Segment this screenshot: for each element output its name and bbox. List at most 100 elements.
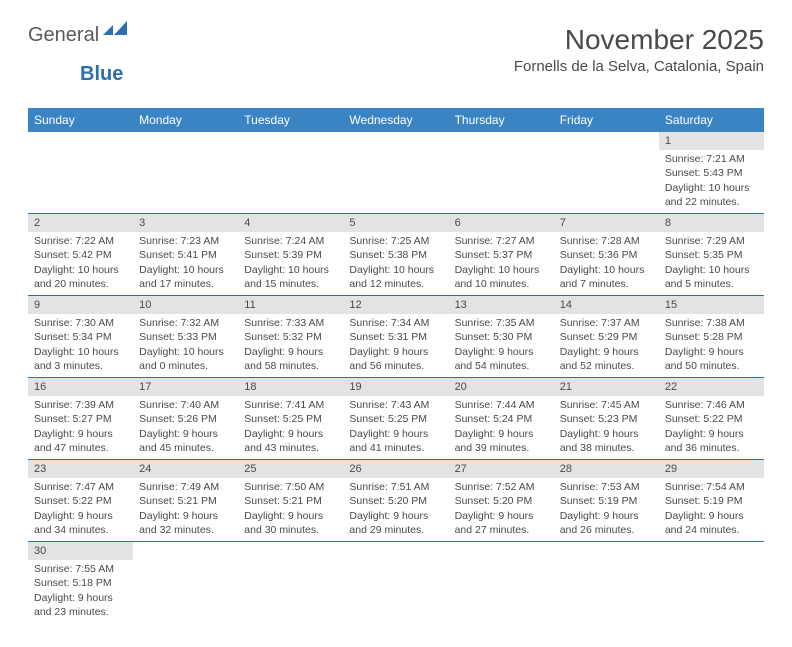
daylight-text: Daylight: 9 hours and 39 minutes. xyxy=(455,427,548,455)
calendar-day-empty xyxy=(449,541,554,622)
day-number: 12 xyxy=(343,296,448,314)
calendar-day: 1Sunrise: 7:21 AMSunset: 5:43 PMDaylight… xyxy=(659,132,764,213)
calendar-table: SundayMondayTuesdayWednesdayThursdayFrid… xyxy=(28,108,764,623)
day-details: Sunrise: 7:49 AMSunset: 5:21 PMDaylight:… xyxy=(133,478,238,541)
sunset-text: Sunset: 5:21 PM xyxy=(139,494,232,508)
daylight-text: Daylight: 9 hours and 26 minutes. xyxy=(560,509,653,537)
sunrise-text: Sunrise: 7:37 AM xyxy=(560,316,653,330)
sunset-text: Sunset: 5:20 PM xyxy=(349,494,442,508)
daylight-text: Daylight: 9 hours and 50 minutes. xyxy=(665,345,758,373)
calendar-day: 6 Sunrise: 7:27 AMSunset: 5:37 PMDaylight… xyxy=(449,213,554,295)
calendar-week: 2Sunrise: 7:22 AMSunset: 5:42 PMDaylight… xyxy=(28,213,764,295)
calendar-day: 25Sunrise: 7:50 AMSunset: 5:21 PMDayligh… xyxy=(238,459,343,541)
day-number: 30 xyxy=(28,542,133,560)
sunset-text: Sunset: 5:42 PM xyxy=(34,248,127,262)
sunrise-text: Sunrise: 7:52 AM xyxy=(455,480,548,494)
daylight-text: Daylight: 10 hours and 0 minutes. xyxy=(139,345,232,373)
day-number: 17 xyxy=(133,378,238,396)
sunrise-text: Sunrise: 7:21 AM xyxy=(665,152,758,166)
sunset-text: Sunset: 5:20 PM xyxy=(455,494,548,508)
sunrise-text: Sunrise: 7:27 AM xyxy=(455,234,548,248)
day-number: 27 xyxy=(449,460,554,478)
calendar-day-empty xyxy=(133,132,238,213)
day-details: Sunrise: 7:33 AMSunset: 5:32 PMDaylight:… xyxy=(238,314,343,377)
day-details: Sunrise: 7:28 AMSunset: 5:36 PMDaylight:… xyxy=(554,232,659,295)
page-title: November 2025 xyxy=(514,24,764,56)
weekday-header: Tuesday xyxy=(238,108,343,132)
sunrise-text: Sunrise: 7:25 AM xyxy=(349,234,442,248)
day-number: 11 xyxy=(238,296,343,314)
calendar-day: 18Sunrise: 7:41 AMSunset: 5:25 PMDayligh… xyxy=(238,377,343,459)
day-details: Sunrise: 7:46 AMSunset: 5:22 PMDaylight:… xyxy=(659,396,764,459)
sunrise-text: Sunrise: 7:46 AM xyxy=(665,398,758,412)
sunset-text: Sunset: 5:34 PM xyxy=(34,330,127,344)
calendar-day-empty xyxy=(449,132,554,213)
day-details: Sunrise: 7:37 AMSunset: 5:29 PMDaylight:… xyxy=(554,314,659,377)
sunset-text: Sunset: 5:37 PM xyxy=(455,248,548,262)
daylight-text: Daylight: 9 hours and 24 minutes. xyxy=(665,509,758,537)
sunrise-text: Sunrise: 7:38 AM xyxy=(665,316,758,330)
sunset-text: Sunset: 5:30 PM xyxy=(455,330,548,344)
sunrise-text: Sunrise: 7:33 AM xyxy=(244,316,337,330)
day-number: 29 xyxy=(659,460,764,478)
daylight-text: Daylight: 9 hours and 41 minutes. xyxy=(349,427,442,455)
sunset-text: Sunset: 5:19 PM xyxy=(560,494,653,508)
day-number: 24 xyxy=(133,460,238,478)
daylight-text: Daylight: 10 hours and 5 minutes. xyxy=(665,263,758,291)
calendar-day: 26Sunrise: 7:51 AMSunset: 5:20 PMDayligh… xyxy=(343,459,448,541)
sunset-text: Sunset: 5:22 PM xyxy=(34,494,127,508)
calendar-week: 9Sunrise: 7:30 AMSunset: 5:34 PMDaylight… xyxy=(28,295,764,377)
calendar-week: 23Sunrise: 7:47 AMSunset: 5:22 PMDayligh… xyxy=(28,459,764,541)
daylight-text: Daylight: 10 hours and 15 minutes. xyxy=(244,263,337,291)
calendar-day: 30Sunrise: 7:55 AMSunset: 5:18 PMDayligh… xyxy=(28,541,133,622)
daylight-text: Daylight: 9 hours and 23 minutes. xyxy=(34,591,127,619)
sunrise-text: Sunrise: 7:44 AM xyxy=(455,398,548,412)
sunset-text: Sunset: 5:26 PM xyxy=(139,412,232,426)
daylight-text: Daylight: 10 hours and 10 minutes. xyxy=(455,263,548,291)
logo: General xyxy=(28,24,131,47)
calendar-day-empty xyxy=(659,541,764,622)
day-details: Sunrise: 7:43 AMSunset: 5:25 PMDaylight:… xyxy=(343,396,448,459)
sunset-text: Sunset: 5:24 PM xyxy=(455,412,548,426)
day-details: Sunrise: 7:30 AMSunset: 5:34 PMDaylight:… xyxy=(28,314,133,377)
sunset-text: Sunset: 5:31 PM xyxy=(349,330,442,344)
calendar-header: SundayMondayTuesdayWednesdayThursdayFrid… xyxy=(28,108,764,132)
calendar-day: 7Sunrise: 7:28 AMSunset: 5:36 PMDaylight… xyxy=(554,213,659,295)
day-details: Sunrise: 7:38 AMSunset: 5:28 PMDaylight:… xyxy=(659,314,764,377)
day-number: 13 xyxy=(449,296,554,314)
day-details: Sunrise: 7:44 AMSunset: 5:24 PMDaylight:… xyxy=(449,396,554,459)
daylight-text: Daylight: 10 hours and 3 minutes. xyxy=(34,345,127,373)
calendar-day-empty xyxy=(343,132,448,213)
day-details: Sunrise: 7:23 AMSunset: 5:41 PMDaylight:… xyxy=(133,232,238,295)
day-details: Sunrise: 7:39 AMSunset: 5:27 PMDaylight:… xyxy=(28,396,133,459)
calendar-day: 11Sunrise: 7:33 AMSunset: 5:32 PMDayligh… xyxy=(238,295,343,377)
daylight-text: Daylight: 10 hours and 17 minutes. xyxy=(139,263,232,291)
day-number: 2 xyxy=(28,214,133,232)
day-number: 20 xyxy=(449,378,554,396)
sunrise-text: Sunrise: 7:41 AM xyxy=(244,398,337,412)
calendar-day: 9Sunrise: 7:30 AMSunset: 5:34 PMDaylight… xyxy=(28,295,133,377)
logo-text-1: General xyxy=(28,24,99,47)
calendar-day: 24Sunrise: 7:49 AMSunset: 5:21 PMDayligh… xyxy=(133,459,238,541)
day-number: 6 xyxy=(449,214,554,232)
sunset-text: Sunset: 5:38 PM xyxy=(349,248,442,262)
day-number: 3 xyxy=(133,214,238,232)
day-details: Sunrise: 7:34 AMSunset: 5:31 PMDaylight:… xyxy=(343,314,448,377)
sunrise-text: Sunrise: 7:45 AM xyxy=(560,398,653,412)
calendar-day: 12Sunrise: 7:34 AMSunset: 5:31 PMDayligh… xyxy=(343,295,448,377)
calendar-body: 1Sunrise: 7:21 AMSunset: 5:43 PMDaylight… xyxy=(28,132,764,623)
calendar-day-empty xyxy=(238,132,343,213)
daylight-text: Daylight: 10 hours and 12 minutes. xyxy=(349,263,442,291)
day-details: Sunrise: 7:24 AMSunset: 5:39 PMDaylight:… xyxy=(238,232,343,295)
sunrise-text: Sunrise: 7:50 AM xyxy=(244,480,337,494)
calendar-day: 8Sunrise: 7:29 AMSunset: 5:35 PMDaylight… xyxy=(659,213,764,295)
day-number: 5 xyxy=(343,214,448,232)
daylight-text: Daylight: 9 hours and 29 minutes. xyxy=(349,509,442,537)
calendar-day: 22Sunrise: 7:46 AMSunset: 5:22 PMDayligh… xyxy=(659,377,764,459)
day-details: Sunrise: 7:47 AMSunset: 5:22 PMDaylight:… xyxy=(28,478,133,541)
calendar-day: 28Sunrise: 7:53 AMSunset: 5:19 PMDayligh… xyxy=(554,459,659,541)
sunrise-text: Sunrise: 7:55 AM xyxy=(34,562,127,576)
calendar-day: 19Sunrise: 7:43 AMSunset: 5:25 PMDayligh… xyxy=(343,377,448,459)
sunset-text: Sunset: 5:28 PM xyxy=(665,330,758,344)
sunrise-text: Sunrise: 7:32 AM xyxy=(139,316,232,330)
